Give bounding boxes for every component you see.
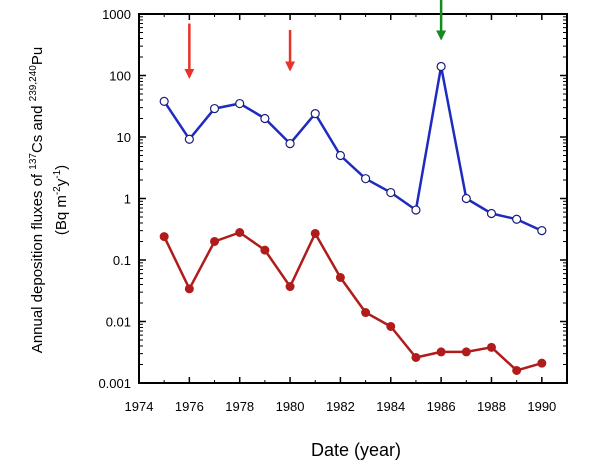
- series-2-point: [436, 347, 446, 357]
- series-2-point: [486, 342, 496, 352]
- series-1-point: [260, 113, 270, 124]
- y-axis-title-pu-superscript: 239,240: [28, 65, 39, 102]
- series-2-point: [159, 232, 169, 242]
- x-tick-label: 1978: [225, 399, 254, 414]
- svg-text:Annual deposition fluxes of 13: Annual deposition fluxes of 137Cs and 23…: [28, 47, 46, 353]
- plot-frame: [138, 13, 568, 384]
- series-1-point: [310, 109, 320, 119]
- y-tick-label: 10: [117, 130, 131, 145]
- y-tick-label: 0.001: [98, 376, 131, 391]
- x-tick-label: 1976: [175, 399, 204, 414]
- series-2-point: [537, 358, 547, 368]
- y-tick-label: 0.1: [113, 253, 131, 268]
- y-axis-title-cs-superscript: 137: [28, 153, 39, 170]
- y-tick-label: 1000: [102, 7, 131, 22]
- series-2-point: [260, 245, 270, 255]
- x-tick-label: 1982: [326, 399, 355, 414]
- series-2-point: [210, 236, 220, 246]
- y-axis-title: Annual deposition fluxes of 137Cs and 23…: [28, 47, 70, 353]
- x-tick-label: 1990: [527, 399, 556, 414]
- series-2-point: [335, 272, 345, 282]
- series-2-point: [361, 308, 371, 318]
- series-1-line: [163, 65, 543, 232]
- x-tick-label: 1988: [477, 399, 506, 414]
- x-tick-label: 1974: [125, 399, 154, 414]
- series-1-point: [209, 103, 220, 114]
- series-2-line: [163, 231, 543, 372]
- series-2-point: [512, 365, 522, 375]
- y-axis-title-part: Cs and: [29, 101, 46, 153]
- y-axis-title-part: (Bq m: [53, 195, 70, 235]
- y-tick-label: 1: [124, 192, 131, 207]
- series-1-point: [436, 61, 446, 72]
- series-1-point: [159, 96, 169, 106]
- y-tick-label: 0.01: [106, 315, 131, 330]
- series-1-point: [285, 139, 295, 149]
- series-2-point: [386, 321, 396, 331]
- series-1-point: [386, 187, 396, 198]
- x-tick-label: 1980: [276, 399, 305, 414]
- x-tick-label: 1986: [427, 399, 456, 414]
- series-1-point: [461, 193, 471, 204]
- series-2-point: [184, 284, 194, 294]
- svg-text:(Bq m-2y-1): (Bq m-2y-1): [52, 165, 70, 235]
- series-1-point: [360, 174, 371, 184]
- series-1-point: [512, 214, 522, 224]
- x-axis-title: Date (year): [311, 440, 401, 460]
- y-axis-title-part: Pu: [29, 47, 46, 65]
- series-2-point: [310, 228, 320, 238]
- y-axis-title-part: y: [53, 178, 70, 186]
- series-2-point: [461, 347, 471, 357]
- series-2-point: [411, 352, 421, 362]
- series-1-point: [184, 134, 194, 144]
- x-tick-label: 1984: [376, 399, 405, 414]
- y-axis-title-exponent: -1: [52, 169, 63, 178]
- series-1-point: [537, 226, 547, 236]
- y-tick-label: 100: [109, 69, 131, 84]
- series-1-point: [235, 98, 245, 109]
- y-axis-title-exponent: -2: [52, 186, 63, 195]
- series-1-point: [486, 208, 497, 219]
- series-1-point: [411, 205, 421, 215]
- series-2-point: [235, 227, 245, 237]
- y-axis-title-part: ): [53, 165, 70, 170]
- y-axis-title-part: Annual deposition fluxes of: [29, 170, 46, 353]
- plot-layer: 1974 1976 1978 1980 1982 1984 1986 1988 1990 0.00…: [98, 0, 568, 414]
- series-1-point: [335, 150, 346, 161]
- series-2-point: [285, 282, 295, 292]
